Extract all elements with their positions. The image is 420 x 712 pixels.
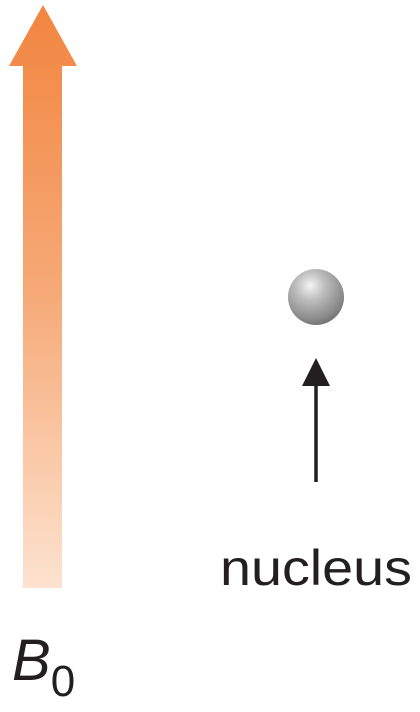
field-arrow [9,5,77,588]
nucleus-label: nucleus [220,540,412,596]
page: {"field_label": {"symbol": "B", "subscri… [0,0,420,712]
field-symbol: B [12,628,51,693]
field-subscript: 0 [51,657,75,706]
diagram: B0 nucleus [0,0,420,712]
nucleus-sphere [288,269,344,325]
field-label: B0 [12,628,75,706]
